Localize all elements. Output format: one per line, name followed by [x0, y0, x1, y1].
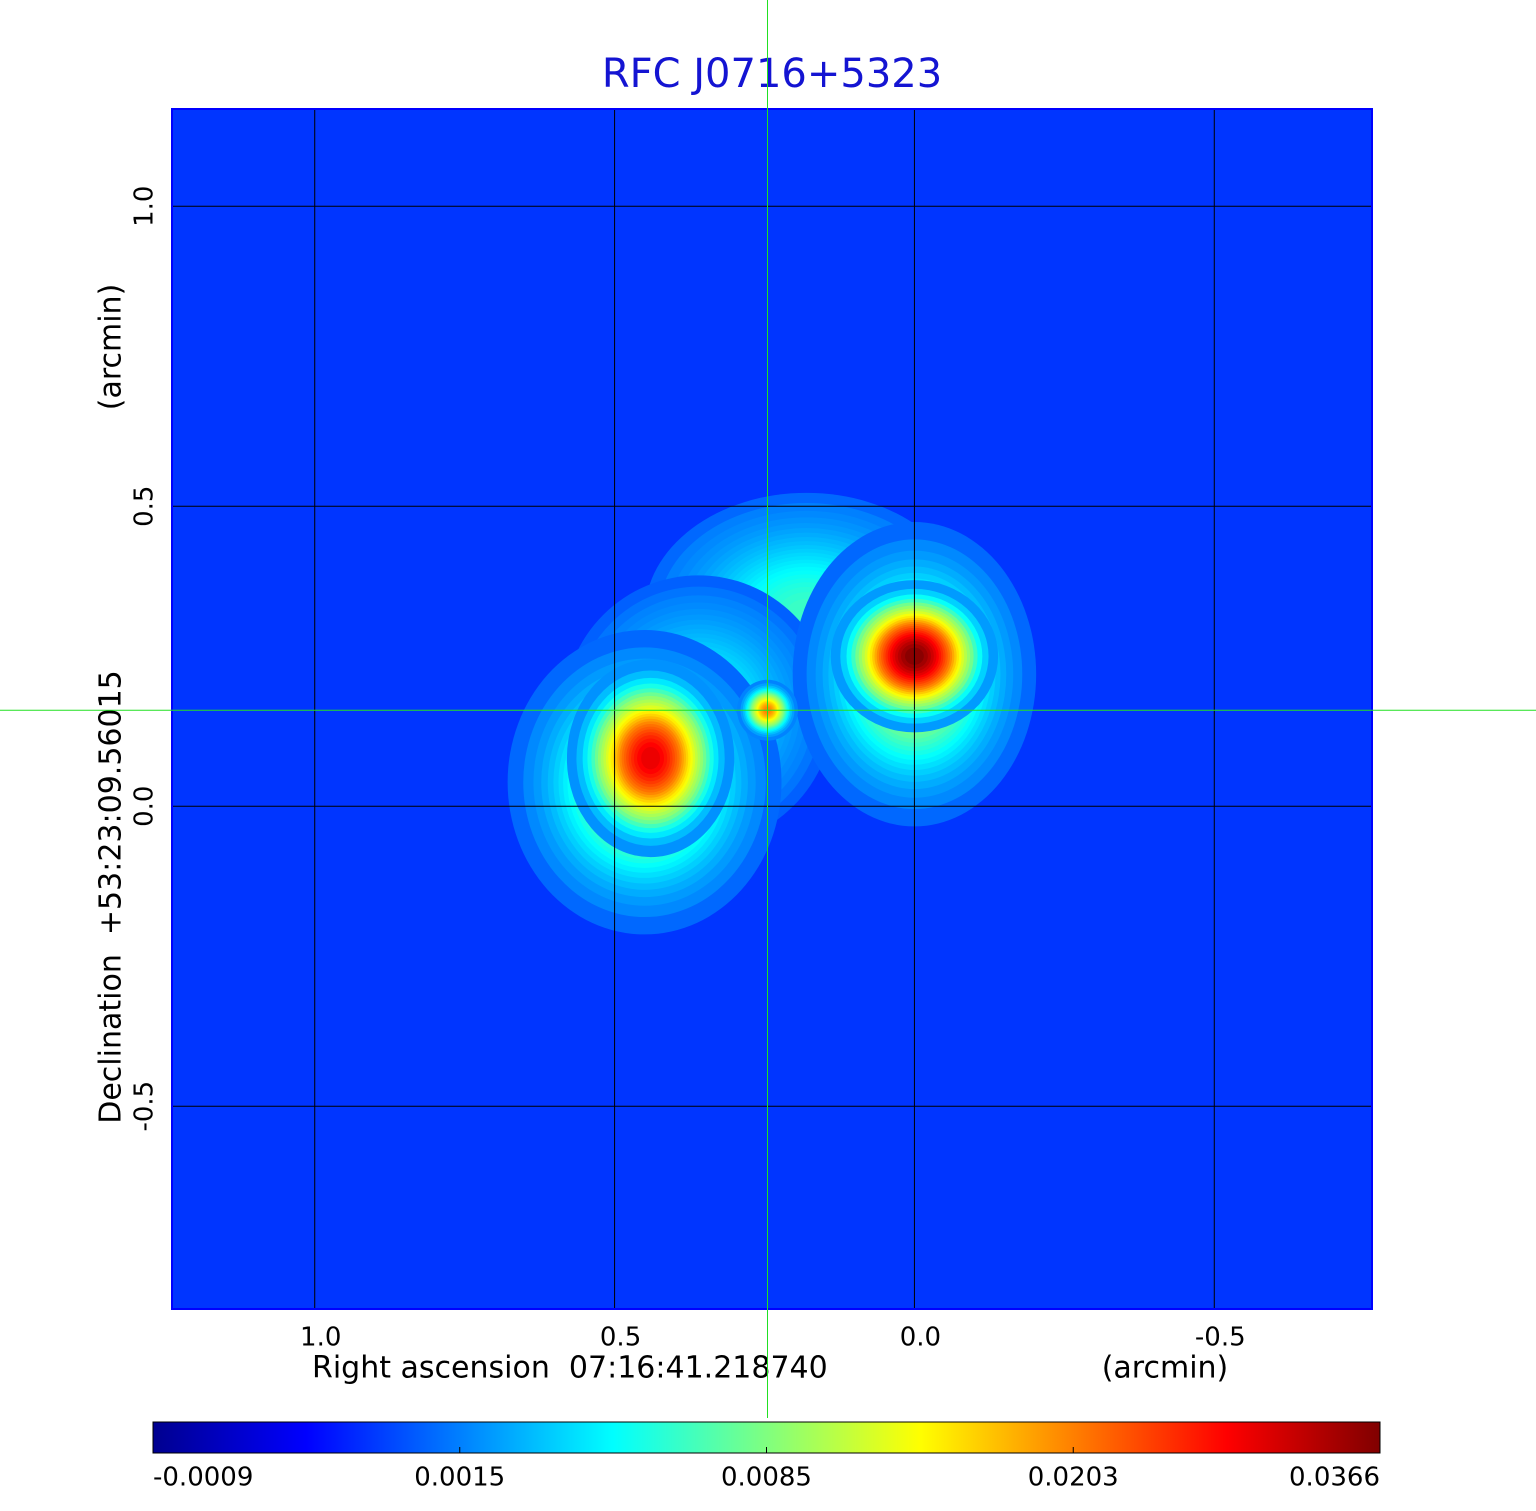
colorbar-tick-label: 0.0366: [1289, 1463, 1380, 1493]
colorbar-tick-label: -0.0009: [153, 1463, 253, 1493]
y-axis-label: Declination +53:23:09.56015: [94, 670, 129, 1124]
colorbar-tick-label: 0.0085: [721, 1463, 812, 1493]
source-level: [641, 747, 660, 770]
x-axis-label: Right ascension 07:16:41.218740: [312, 1351, 828, 1386]
x-tick-label: 0.0: [900, 1323, 941, 1353]
x-axis-unit: (arcmin): [1102, 1351, 1229, 1386]
chart-title: RFC J0716+5323: [602, 51, 942, 97]
colorbar-tick-label: 0.0203: [1028, 1463, 1119, 1493]
y-tick-label: 0.0: [130, 786, 160, 827]
colorbar-tick-label: 0.0015: [414, 1463, 505, 1493]
y-tick-label: -0.5: [130, 1081, 160, 1132]
x-tick-label: 1.0: [300, 1323, 341, 1353]
x-tick-label: 0.5: [600, 1323, 641, 1353]
y-tick-label: 1.0: [130, 186, 160, 227]
y-tick-label: 0.5: [130, 486, 160, 527]
x-tick-label: -0.5: [1195, 1323, 1246, 1353]
y-axis-unit: (arcmin): [94, 284, 129, 411]
image-frame: [171, 108, 1373, 1310]
